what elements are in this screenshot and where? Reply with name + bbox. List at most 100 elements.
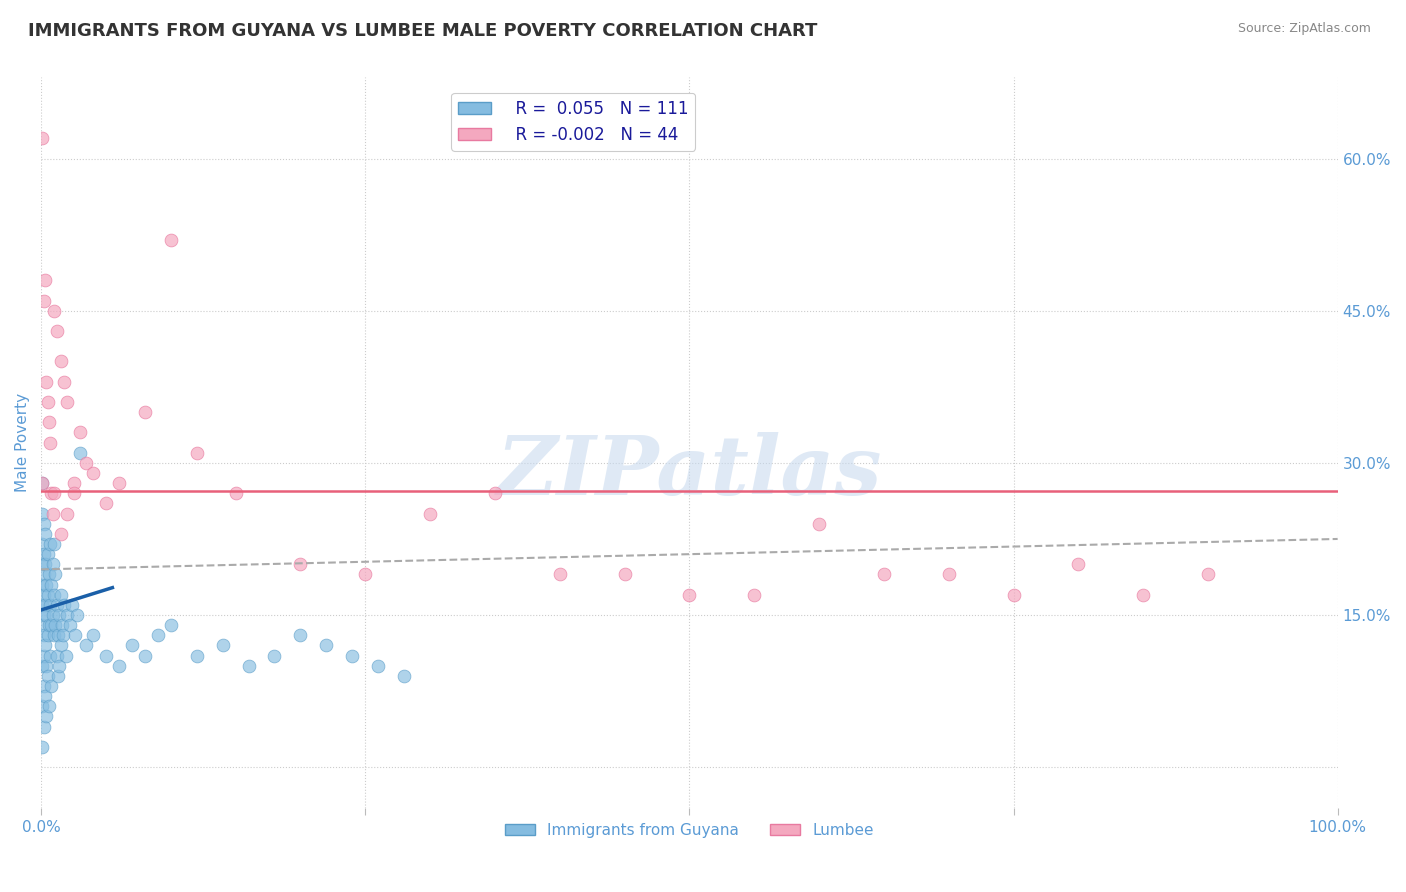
Point xyxy=(34,689,56,703)
Point xyxy=(35,607,58,622)
Point xyxy=(32,628,55,642)
Point xyxy=(37,628,59,642)
Point xyxy=(82,628,104,642)
Point xyxy=(238,658,260,673)
Point xyxy=(159,618,181,632)
Point xyxy=(548,567,571,582)
Point xyxy=(34,273,56,287)
Point xyxy=(76,456,98,470)
Point xyxy=(42,628,65,642)
Point xyxy=(31,537,53,551)
Point xyxy=(32,567,55,582)
Point xyxy=(290,628,312,642)
Point xyxy=(392,669,415,683)
Point xyxy=(42,607,65,622)
Point xyxy=(134,648,156,663)
Text: ZIPatlas: ZIPatlas xyxy=(496,432,882,512)
Point xyxy=(49,639,72,653)
Point xyxy=(419,507,441,521)
Point xyxy=(37,588,59,602)
Point xyxy=(38,567,60,582)
Point xyxy=(39,598,62,612)
Point xyxy=(32,648,55,663)
Point xyxy=(39,537,62,551)
Point xyxy=(34,558,56,572)
Point xyxy=(159,233,181,247)
Point xyxy=(42,303,65,318)
Point xyxy=(56,395,79,409)
Point xyxy=(39,648,62,663)
Point xyxy=(32,679,55,693)
Point xyxy=(37,395,59,409)
Point xyxy=(41,577,63,591)
Point xyxy=(42,588,65,602)
Point xyxy=(42,486,65,500)
Point xyxy=(32,720,55,734)
Point xyxy=(613,567,636,582)
Legend: Immigrants from Guyana, Lumbee: Immigrants from Guyana, Lumbee xyxy=(499,817,880,844)
Point xyxy=(31,739,53,754)
Point xyxy=(55,648,77,663)
Point xyxy=(35,375,58,389)
Point xyxy=(31,507,53,521)
Point xyxy=(32,516,55,531)
Point xyxy=(678,588,700,602)
Point xyxy=(37,669,59,683)
Point xyxy=(108,476,131,491)
Point xyxy=(41,679,63,693)
Point xyxy=(56,507,79,521)
Point xyxy=(31,476,53,491)
Point xyxy=(94,648,117,663)
Point xyxy=(53,598,76,612)
Point xyxy=(211,639,233,653)
Point xyxy=(484,486,506,500)
Point xyxy=(35,658,58,673)
Point xyxy=(53,375,76,389)
Point xyxy=(186,446,208,460)
Point xyxy=(342,648,364,663)
Point xyxy=(41,618,63,632)
Point xyxy=(38,699,60,714)
Point xyxy=(63,628,86,642)
Point xyxy=(1067,558,1090,572)
Point xyxy=(76,639,98,653)
Point xyxy=(146,628,169,642)
Point xyxy=(121,639,143,653)
Point xyxy=(48,607,70,622)
Point xyxy=(49,588,72,602)
Point xyxy=(45,598,67,612)
Point xyxy=(1197,567,1219,582)
Point xyxy=(290,558,312,572)
Point xyxy=(69,446,91,460)
Point xyxy=(37,547,59,561)
Point xyxy=(56,607,79,622)
Point xyxy=(48,658,70,673)
Point xyxy=(1002,588,1025,602)
Point xyxy=(35,709,58,723)
Point xyxy=(62,476,84,491)
Point xyxy=(49,527,72,541)
Point xyxy=(44,567,66,582)
Point xyxy=(62,486,84,500)
Y-axis label: Male Poverty: Male Poverty xyxy=(15,393,30,492)
Point xyxy=(49,354,72,368)
Point xyxy=(873,567,896,582)
Point xyxy=(82,466,104,480)
Point xyxy=(52,628,75,642)
Point xyxy=(31,598,53,612)
Point xyxy=(60,598,83,612)
Point xyxy=(34,598,56,612)
Point xyxy=(38,618,60,632)
Point xyxy=(66,607,89,622)
Point xyxy=(32,588,55,602)
Point xyxy=(32,607,55,622)
Point xyxy=(134,405,156,419)
Point xyxy=(1132,588,1154,602)
Point xyxy=(32,547,55,561)
Point xyxy=(39,435,62,450)
Point xyxy=(808,516,831,531)
Point xyxy=(31,476,53,491)
Point xyxy=(46,669,69,683)
Point xyxy=(31,558,53,572)
Point xyxy=(31,658,53,673)
